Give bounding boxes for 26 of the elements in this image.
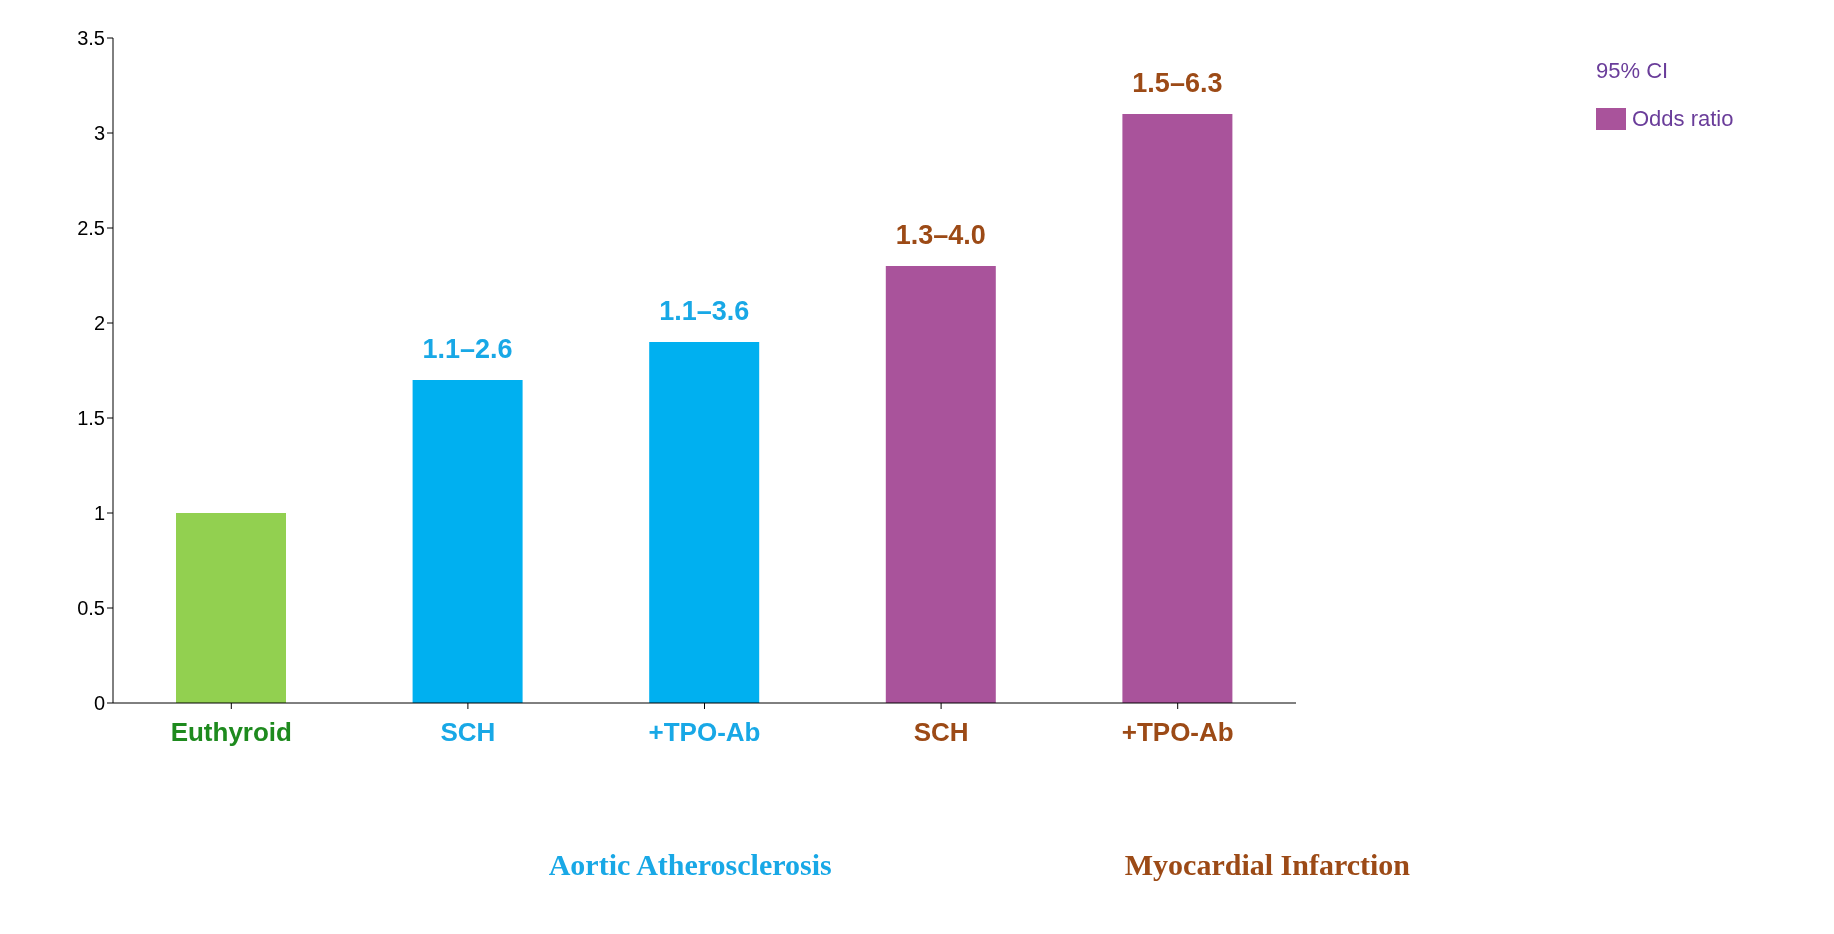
y-tick-label: 1.5 [77, 407, 105, 430]
x-tick-label: Euthyroid [170, 717, 292, 747]
y-tick-label: 3.5 [77, 27, 105, 50]
x-tick-label: SCH [913, 717, 969, 747]
y-tick-label: 3 [93, 122, 105, 145]
y-tick-label: 0.5 [77, 597, 105, 620]
y-tick-label: 2.5 [77, 217, 105, 240]
data-label: 1.3–4.0 [895, 220, 986, 250]
text: Aortic Atherosclerosis [547, 848, 833, 882]
bar [176, 513, 286, 703]
bar [412, 380, 523, 703]
x-tick-label: +TPO-Ab [648, 717, 761, 747]
legend-label: Odds ratio [1632, 106, 1734, 132]
data-label: 1.1–3.6 [659, 296, 750, 326]
text: Myocardial Infarction [1123, 848, 1411, 882]
y-tick-label: 2 [93, 312, 105, 335]
data-label: 1.1–2.6 [422, 334, 513, 364]
bar [649, 342, 760, 703]
y-tick-label: 1 [93, 502, 105, 525]
bar [885, 266, 996, 703]
bar [1122, 114, 1233, 703]
y-tick-label: 0 [93, 692, 105, 715]
x-tick-label: +TPO-Ab [1121, 717, 1234, 747]
legend-title: 95% CI [1596, 58, 1670, 84]
x-tick-label: SCH [440, 717, 496, 747]
data-label: 1.5–6.3 [1132, 68, 1223, 98]
